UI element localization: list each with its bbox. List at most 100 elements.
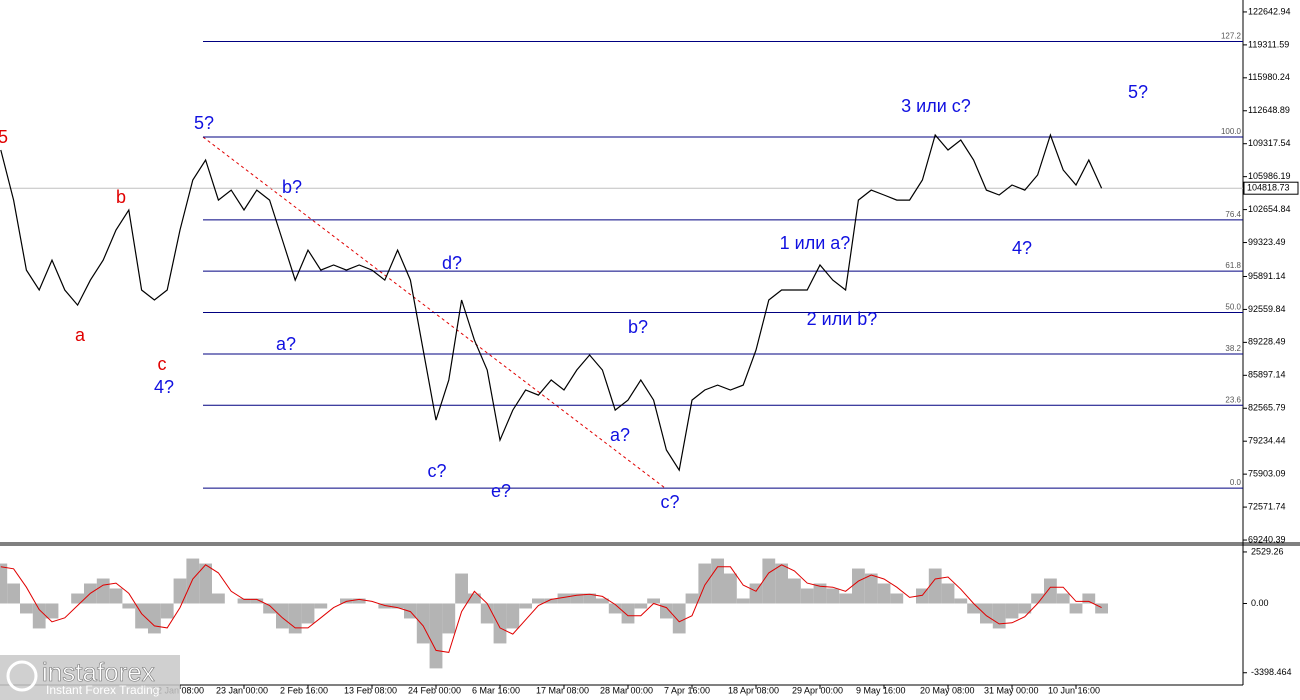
histogram-bar [135, 603, 148, 629]
histogram-bar [685, 593, 699, 604]
y-tick-label: 99323.49 [1248, 237, 1286, 247]
fib-label: 76.4 [1225, 210, 1241, 219]
histogram-bar [263, 603, 276, 614]
y-tick-label: 72571.74 [1248, 501, 1286, 511]
y-tick-label: -3398.464 [1251, 667, 1292, 677]
y-tick-label: 2529.26 [1251, 546, 1284, 556]
fib-label: 38.2 [1225, 344, 1241, 353]
histogram-bar [736, 598, 750, 604]
histogram-bar [32, 603, 46, 629]
histogram-bar [1005, 603, 1019, 619]
histogram-bar [749, 583, 763, 604]
tagline: Instant Forex Trading [46, 683, 159, 697]
y-tick-label: 122642.94 [1248, 6, 1291, 16]
y-tick-label: 69240.39 [1248, 534, 1286, 544]
histogram-bar [992, 603, 1006, 629]
histogram-bar [954, 598, 968, 604]
wave-label: c [158, 354, 167, 374]
x-tick-label: 31 May 00:00 [984, 685, 1039, 695]
histogram-bar [1044, 578, 1057, 604]
histogram-bar [557, 593, 571, 604]
watermark-box [0, 655, 180, 700]
histogram-bar [276, 603, 289, 629]
histogram-bar [301, 603, 315, 624]
histogram-bar [352, 598, 366, 604]
histogram-bar [122, 603, 136, 609]
histogram-bar [532, 598, 545, 604]
wave-label: c? [427, 461, 446, 481]
wave-label: a? [276, 334, 296, 354]
histogram-bar [455, 573, 468, 604]
y-tick-label: 82565.79 [1248, 403, 1286, 413]
histogram-bar [96, 578, 110, 604]
histogram-bar [1031, 593, 1044, 604]
fib-label: 100.0 [1221, 127, 1242, 136]
wave-label: 3 или c? [901, 96, 971, 116]
histogram-bar [288, 603, 302, 634]
histogram-bar [20, 603, 33, 614]
histogram-bar [1082, 593, 1096, 604]
histogram-bar [186, 558, 200, 604]
x-tick-label: 17 Mar 08:00 [536, 685, 589, 695]
wave-label: d? [442, 253, 462, 273]
wave-label: 5 [0, 127, 8, 147]
histogram-bar [916, 588, 929, 604]
wave-label: a [75, 325, 86, 345]
histogram-bar [570, 593, 584, 604]
wave-label: b [116, 187, 126, 207]
histogram-bar [519, 603, 532, 609]
histogram-bar [608, 603, 622, 614]
histogram-bar [877, 583, 891, 604]
y-tick-label: 0.00 [1251, 598, 1269, 608]
histogram-bar [544, 598, 558, 604]
histogram-bar [442, 603, 456, 634]
histogram-bar [647, 598, 660, 604]
histogram-bar [7, 583, 20, 604]
histogram-bar [109, 588, 123, 604]
histogram-bar [391, 603, 404, 609]
histogram-bar [980, 603, 993, 624]
wave-label: 5? [194, 113, 214, 133]
histogram-bar [480, 603, 494, 624]
fib-label: 127.2 [1221, 32, 1242, 41]
histogram-bar [596, 598, 609, 604]
histogram-bar [890, 593, 904, 604]
histogram-bar [1095, 603, 1108, 614]
x-tick-label: 9 May 16:00 [856, 685, 906, 695]
histogram-bar [660, 603, 673, 619]
histogram-bar [173, 578, 187, 604]
histogram-bar [941, 583, 955, 604]
signal-line [0, 564, 1102, 653]
x-tick-label: 6 Mar 16:00 [472, 685, 520, 695]
x-tick-label: 2 Feb 16:00 [280, 685, 328, 695]
wave-label: 5? [1128, 82, 1148, 102]
x-tick-label: 13 Feb 08:00 [344, 685, 397, 695]
histogram-bar [583, 593, 596, 604]
x-tick-label: 7 Apr 16:00 [664, 685, 710, 695]
x-tick-label: 28 Mar 00:00 [600, 685, 653, 695]
last-price-label: 104818.73 [1247, 183, 1290, 193]
histogram-bar [1069, 603, 1083, 614]
y-tick-label: 79234.44 [1248, 436, 1286, 446]
histogram-bar [711, 558, 724, 604]
histogram-bar [1018, 603, 1032, 614]
histogram-bar [314, 603, 328, 609]
histogram-bar [800, 588, 814, 604]
price-line [0, 133, 1103, 472]
wave-label: c? [660, 492, 679, 512]
logo-icon [6, 660, 38, 692]
histogram-bar [237, 598, 251, 604]
x-tick-label: 23 Jan 00:00 [216, 685, 268, 695]
y-tick-label: 102654.84 [1248, 204, 1291, 214]
histogram-bar [71, 593, 84, 604]
histogram-bar [429, 603, 443, 669]
histogram-bar [0, 563, 8, 604]
histogram-bar [864, 573, 878, 604]
histogram-bar [967, 603, 980, 614]
watermark: instaforex Instant Forex Trading [0, 655, 180, 700]
wave-label: a? [610, 425, 630, 445]
histogram-bar [199, 563, 212, 604]
histogram-bar [506, 603, 520, 629]
